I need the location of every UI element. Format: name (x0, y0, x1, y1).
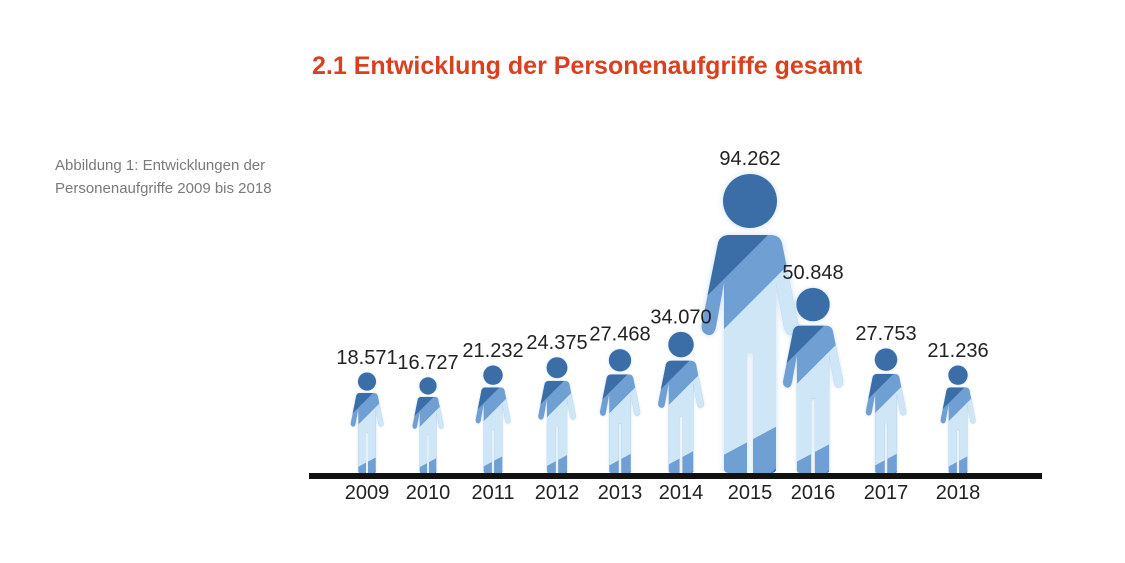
value-label: 21.232 (462, 340, 523, 362)
year-label: 2013 (598, 482, 643, 504)
year-label: 2011 (471, 482, 514, 504)
value-label: 18.571 (336, 347, 397, 369)
section-title: Entwicklung der Personenaufgriffe gesamt (353, 52, 863, 80)
person-figure (658, 331, 704, 473)
person-head (419, 377, 437, 395)
year-label: 2010 (406, 482, 451, 504)
person-figure (865, 348, 907, 473)
person-body (940, 387, 976, 474)
person-head (874, 348, 898, 371)
chart-title: 2.1 Entwicklung der Personenaufgriffe ge… (312, 52, 862, 81)
value-label: 24.375 (526, 332, 587, 354)
person-body (783, 325, 843, 474)
person-head (357, 372, 377, 391)
person-head (668, 331, 694, 358)
value-label: 94.262 (719, 148, 780, 170)
value-label: 27.468 (589, 324, 650, 346)
year-label: 2018 (936, 482, 981, 504)
value-label: 27.753 (855, 323, 916, 345)
person-head (796, 287, 830, 322)
chart-baseline (309, 473, 1042, 479)
value-label: 34.070 (650, 306, 711, 328)
year-label: 2012 (535, 482, 580, 504)
person-figure (538, 357, 576, 473)
person-body (475, 387, 511, 473)
person-body (350, 392, 384, 474)
value-label: 21.236 (927, 340, 988, 362)
person-head (948, 365, 968, 385)
year-label: 2017 (864, 482, 909, 504)
year-label: 2009 (345, 482, 390, 504)
person-figure (599, 349, 641, 473)
figure-caption: Abbildung 1: Entwicklungen der Personena… (55, 157, 272, 197)
person-figure (475, 365, 511, 473)
value-label: 16.727 (397, 352, 458, 374)
person-head (608, 349, 632, 372)
person-body (658, 360, 704, 473)
section-number: 2.1 (312, 52, 347, 80)
person-body (412, 396, 444, 473)
person-body (538, 380, 576, 473)
year-label: 2014 (659, 482, 704, 504)
person-figure (940, 365, 976, 474)
person-figure (350, 372, 384, 474)
year-label: 2016 (791, 482, 836, 504)
year-labels-group: 2009 2010 2011 2012 2013 2014 2015 2016 2017 2018 (345, 482, 981, 504)
person-body (599, 374, 641, 473)
year-label: 2015 (728, 482, 773, 504)
value-label: 50.848 (782, 262, 843, 284)
person-figure (412, 377, 444, 473)
person-head (483, 365, 503, 385)
person-head (723, 174, 777, 228)
person-head (546, 357, 568, 379)
person-body (865, 373, 907, 473)
